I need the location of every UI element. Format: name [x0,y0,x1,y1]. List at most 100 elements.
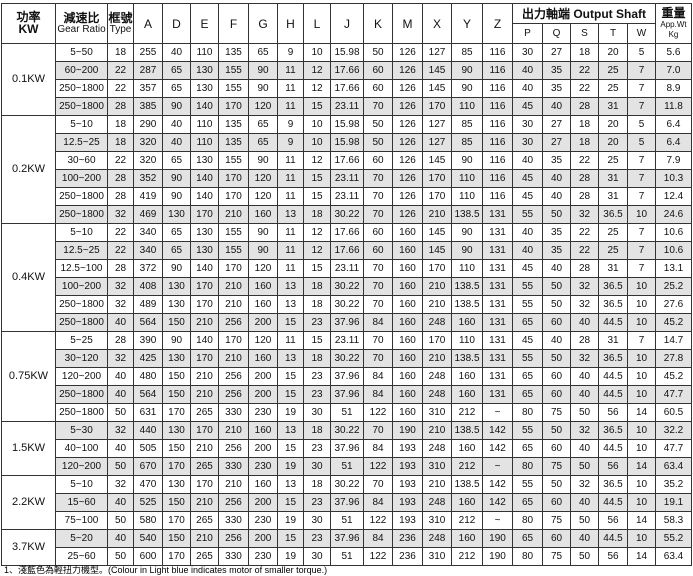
value-cell: 110 [451,97,483,116]
value-cell: 140 [190,331,219,350]
value-cell: 40 [107,493,134,512]
value-cell: 7 [627,61,656,80]
value-cell: 160 [392,313,423,332]
value-cell: 210 [218,205,249,224]
value-cell: 130 [162,277,191,296]
value-cell: 170 [218,259,249,278]
ratio-cell: 100~200 [55,169,108,188]
value-cell: 44.5 [598,493,628,512]
value-cell: 7 [627,97,656,116]
value-cell: 70 [363,475,393,494]
value-cell: 116 [482,187,513,206]
value-cell: 110 [190,115,219,134]
value-cell: 50 [542,277,571,296]
value-cell: 170 [190,421,219,440]
value-cell: 15.98 [330,133,364,152]
value-cell: 20 [598,115,628,134]
value-cell: 193 [392,439,423,458]
value-cell: 56 [598,511,628,530]
value-cell: 15 [303,187,331,206]
ratio-cell: 250~1800 [55,295,108,314]
value-cell: 20 [598,133,628,152]
value-cell: 11 [277,97,304,116]
value-cell: 22 [570,79,599,98]
ratio-header: 減速比 Gear Ratio [55,3,108,44]
value-cell: 85 [451,115,483,134]
value-cell: 18 [303,475,331,494]
table-row: 30~120 32 425 130 170 210 160 13 18 30.22 70 160 210… [2,349,692,368]
value-cell: 170 [190,205,219,224]
dim-header: M [392,3,423,44]
value-cell: 50 [542,349,571,368]
value-cell: 17.66 [330,151,364,170]
value-cell: 210 [190,529,219,548]
value-cell: 200 [248,367,278,386]
value-cell: 70 [363,187,393,206]
value-cell: 116 [482,115,513,134]
kw-cell: 0.1KW [1,43,56,116]
value-cell: 131 [482,331,513,350]
value-cell: 19 [277,511,304,530]
value-cell: 330 [218,457,249,476]
kw-cell: 1.5KW [1,421,56,476]
value-cell: 25 [598,61,628,80]
value-cell: 200 [248,313,278,332]
value-cell: 160 [451,493,483,512]
value-cell: 160 [392,385,423,404]
type-en: Type [109,23,132,35]
value-cell: 36.5 [598,421,628,440]
value-cell: 23 [303,385,331,404]
value-cell: 170 [162,403,191,422]
value-cell: 30.22 [330,295,364,314]
value-cell: 256 [218,385,249,404]
value-cell: 80 [512,403,543,422]
table-row: 60~200 22 287 65 130 155 90 11 12 17.66 60 126 145 90… [2,61,692,80]
value-cell: 10 [627,493,656,512]
value-cell: 19 [277,403,304,422]
value-cell: 11 [277,331,304,350]
value-cell: 65 [248,43,278,62]
ratio-cell: 30~120 [55,349,108,368]
value-cell: 138.5 [451,421,483,440]
table-row: 250~1800 32 469 130 170 210 160 13 18 30.22 70 126 2… [2,205,692,224]
value-cell: 18 [107,43,134,62]
ratio-label: 減速比 [63,10,100,25]
value-cell: 200 [248,439,278,458]
value-cell: 65 [512,439,543,458]
value-cell: 256 [218,367,249,386]
value-cell: 236 [392,547,423,566]
value-cell: 150 [162,529,191,548]
value-cell: 130 [162,295,191,314]
value-cell: 145 [422,223,452,242]
value-cell: 15 [277,493,304,512]
value-cell: 10 [627,295,656,314]
value-cell: 50 [363,133,393,152]
value-cell: 265 [190,457,219,476]
value-cell: 131 [482,313,513,332]
value-cell: 65 [162,61,191,80]
value-cell: 210 [422,205,452,224]
value-cell: 40 [542,97,571,116]
value-cell: 120 [248,331,278,350]
table-row: 100~200 32 408 130 170 210 160 13 18 30.22 70 160 21… [2,277,692,296]
value-cell: 10 [627,385,656,404]
value-cell: 6.4 [655,115,692,134]
value-cell: 6.4 [655,133,692,152]
value-cell: 55 [512,349,543,368]
value-cell: 256 [218,439,249,458]
value-cell: 10 [303,133,331,152]
ratio-cell: 100~200 [55,277,108,296]
value-cell: 11 [277,61,304,80]
table-row: 3.7KW 5~20 40 540 150 210 256 200 15 23 37.96 84 236… [1,529,692,566]
value-cell: 127 [422,43,452,62]
value-cell: 40 [570,439,599,458]
value-cell: 90 [248,223,278,242]
value-cell: 10 [303,115,331,134]
value-cell: 70 [363,295,393,314]
dim-header: Z [482,3,513,44]
value-cell: 27 [542,133,571,152]
value-cell: 50 [570,547,599,566]
type-label: 框號 [108,10,133,25]
dim-header: F [218,3,249,44]
value-cell: 210 [190,367,219,386]
